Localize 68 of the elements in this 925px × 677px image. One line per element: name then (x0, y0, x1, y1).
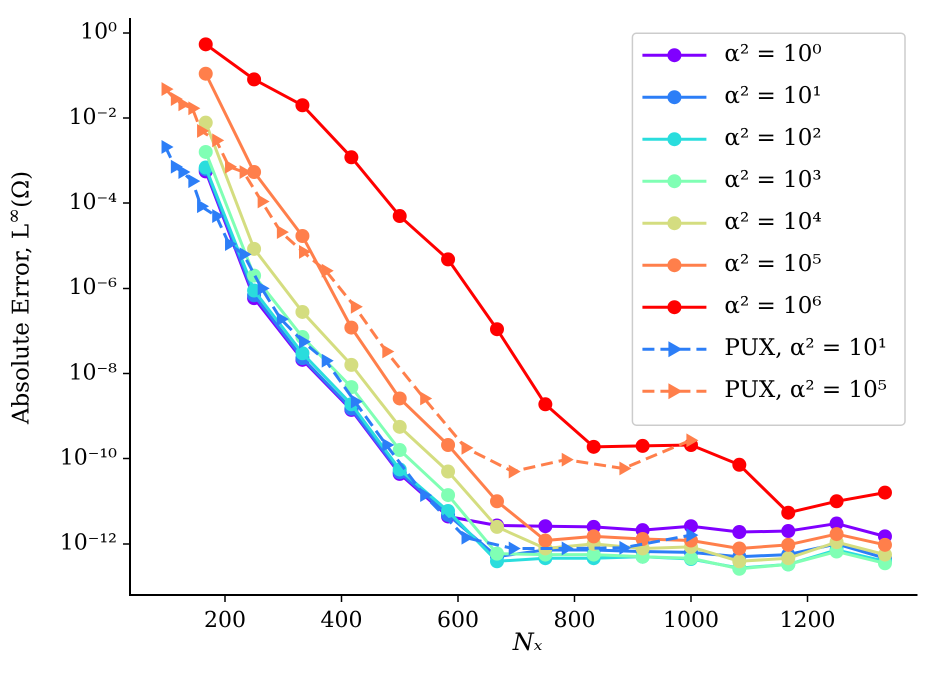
point (441, 252, 456, 266)
point (538, 534, 552, 548)
point (344, 320, 358, 335)
legend-label: α² = 10⁶ (724, 293, 822, 320)
point (636, 532, 650, 546)
point (247, 242, 262, 256)
legend-label: α² = 10¹ (724, 83, 822, 110)
legend-label: α² = 10⁰ (724, 41, 822, 68)
x-tick-label: 1000 (662, 608, 719, 633)
point (830, 494, 844, 508)
point (441, 488, 456, 502)
point (490, 322, 504, 336)
point (538, 519, 552, 534)
point (392, 209, 407, 224)
point (295, 98, 310, 112)
point (392, 391, 407, 406)
x-tick-label: 200 (204, 608, 246, 633)
point (732, 458, 746, 472)
point (878, 538, 892, 552)
point (878, 486, 892, 500)
y-tick-label: 10⁻⁴ (68, 190, 118, 215)
y-tick-label: 10⁻² (68, 104, 117, 130)
point (538, 397, 552, 412)
point (198, 144, 213, 159)
point (247, 72, 262, 86)
point (732, 554, 746, 568)
point (392, 443, 407, 458)
point (441, 464, 456, 479)
point (830, 527, 844, 542)
point (490, 546, 504, 561)
point (781, 538, 796, 552)
x-tick-label: 800 (553, 608, 596, 633)
y-tick-label: 10⁻¹² (60, 530, 117, 556)
point (732, 541, 746, 556)
point (295, 346, 310, 360)
point (586, 529, 601, 544)
legend-label: α² = 10² (724, 125, 822, 152)
x-tick-label: 1200 (779, 608, 836, 633)
point (344, 358, 358, 372)
legend-label: PUX, α² = 10¹ (724, 335, 888, 362)
point (198, 66, 213, 81)
point (198, 116, 213, 130)
point (781, 551, 796, 566)
legend-label: PUX, α² = 10⁵ (724, 377, 888, 404)
x-tick-label: 600 (436, 608, 479, 633)
point (344, 150, 358, 164)
point (198, 37, 213, 52)
y-tick-label: 10⁻¹⁰ (60, 445, 118, 470)
point (441, 438, 456, 452)
x-axis-title: Nₓ (512, 628, 542, 656)
legend-label: α² = 10³ (724, 167, 822, 194)
point (392, 420, 407, 434)
point (586, 440, 601, 454)
point (490, 494, 504, 508)
legend-label: α² = 10⁵ (724, 251, 822, 278)
y-tick-label: 10⁻⁶ (68, 275, 118, 300)
legend-label: α² = 10⁴ (724, 209, 822, 236)
y-tick-label: 10⁻⁸ (68, 360, 118, 386)
point (732, 525, 746, 540)
point (636, 438, 650, 453)
point (247, 165, 262, 180)
point (781, 524, 796, 538)
point (295, 229, 310, 244)
point (295, 304, 310, 319)
point (441, 504, 456, 518)
x-tick-label: 400 (320, 608, 362, 633)
y-tick-label: 10⁰ (80, 20, 118, 45)
point (781, 506, 796, 520)
